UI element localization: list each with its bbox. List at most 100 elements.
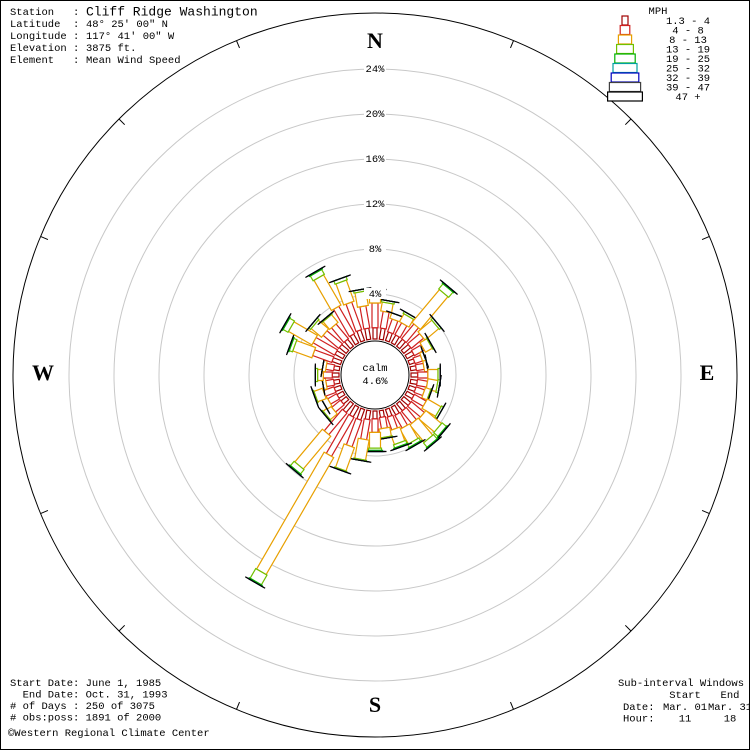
header-value: Mean Wind Speed [86,55,181,67]
compass-tick [701,510,710,514]
legend-label: 8 - 13 [669,35,707,47]
compass-ticks [40,40,710,710]
legend-swatch [608,81,642,93]
footer-line: # obs:poss: 1891 of 2000 [10,712,161,724]
wind-segment [423,436,443,452]
wind-segment [368,431,382,449]
wind-segment [405,438,426,452]
wind-segment [417,371,429,379]
compass-tick [510,701,514,710]
legend-swatch [617,34,633,45]
legend-label: 1.3 - 4 [666,16,710,28]
legend-label: 13 - 19 [666,44,710,56]
legend-label: 25 - 32 [666,63,710,75]
wind-segment [322,371,333,379]
compass-tick [236,40,240,49]
compass-tick [701,236,710,240]
ring-label-bg [364,108,386,119]
ring-label: 12% [366,199,386,211]
header-label: Longitude : [10,31,79,43]
legend-label: 39 - 47 [666,82,710,94]
wind-segment [305,313,321,333]
wind-segment [390,442,413,452]
wind-segment [372,327,378,340]
compass-tick [624,118,632,126]
wind-segment [371,418,379,433]
credit: ©Western Regional Climate Center [8,728,210,740]
compass-tick [118,118,126,126]
compass-tick [118,624,126,632]
ring-label: 4% [369,289,382,301]
wind-segment [279,312,292,334]
wind-segment [310,385,320,408]
wind-segment [331,372,340,378]
compass-label: W [32,360,54,385]
wind-segment [420,345,430,368]
legend-swatch [606,91,643,102]
subinterval-cell: 11 [679,713,692,725]
header-value: 48° 25' 00" N [86,19,168,31]
legend-swatch [614,53,636,64]
ring-label-bg [364,243,386,254]
ring-label: 16% [366,154,386,166]
legend-swatch [615,43,634,55]
header-label: Station : [10,7,79,19]
header-label: Element : [10,55,79,67]
footer-line: Start Date: June 1, 1985 [10,678,161,690]
wind-segment [305,265,326,278]
legend-swatch [621,15,629,26]
subinterval-row-label: Hour: [623,713,655,725]
header-value: 117° 41' 00" W [86,31,175,43]
wind-segment [328,274,351,284]
subinterval-cell: Mar. 31 [708,702,750,714]
legend-swatch [610,72,640,83]
legend-swatch [619,24,631,36]
legend-label: 47 + [675,92,700,104]
compass-tick [236,701,240,710]
ring-label: 8% [369,244,382,256]
calm-circle [340,340,410,410]
subinterval-title: Sub-interval Windows [618,678,744,690]
ring-label: 20% [366,109,386,121]
footer-line: # of Days : 250 of 3075 [10,701,155,713]
compass-label: S [369,692,381,717]
wind-segment [378,415,389,430]
wind-segment [244,576,266,589]
wind-segment [436,374,442,398]
calm-label: calm [362,363,387,375]
compass-label: N [367,28,383,53]
wind-segment [364,409,372,421]
legend-label: 32 - 39 [666,73,710,85]
wind-segment [415,378,429,388]
wind-segment [285,462,304,479]
footer-line: End Date: Oct. 31, 1993 [10,689,168,701]
compass-tick [40,236,49,240]
compass-label: E [700,360,715,385]
wind-segment [376,298,400,304]
wind-segment [424,332,437,354]
calm-value: 4.6% [362,376,388,388]
wind-segment [348,287,372,293]
legend-title: MPH [649,6,668,18]
compass-tick [624,624,632,632]
ring-label-bg [364,63,386,74]
ring-label-bg [364,288,386,299]
subinterval-cell: Mar. 01 [663,702,707,714]
wind-segment [329,465,352,475]
wind-segment [429,313,445,333]
wind-segment [410,372,419,378]
header-label: Latitude : [10,19,79,31]
compass-tick [40,510,49,514]
subinterval-cell: 18 [724,713,737,725]
subinterval-row-label: Date: [623,702,655,714]
ring-label-bg [364,198,386,209]
wind-segment [372,410,378,420]
ring-label: 24% [366,64,386,76]
ring-label-bg [364,153,386,164]
legend-swatch [612,62,638,74]
header-value: Cliff Ridge Washington [86,4,258,19]
legend-label: 19 - 25 [666,54,710,66]
header-label: Elevation : [10,43,79,55]
